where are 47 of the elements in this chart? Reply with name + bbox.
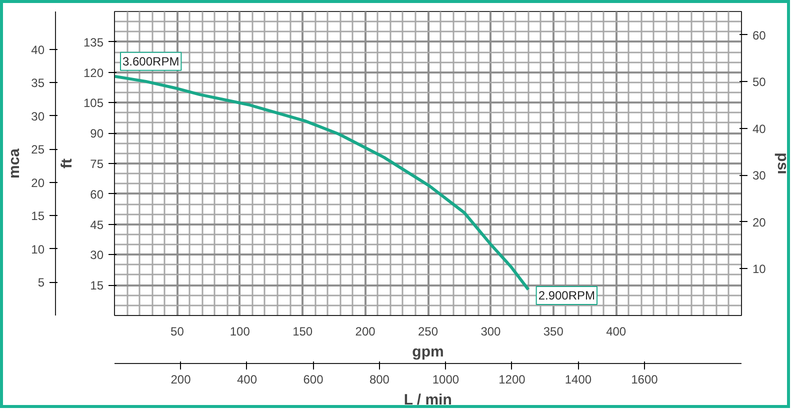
line-series — [114, 74, 530, 292]
y2-tick-label: 25 — [31, 142, 45, 157]
y2-tick-label: 30 — [31, 109, 45, 124]
x-tick-label: 250 — [418, 324, 438, 338]
x-tick-label: 100 — [230, 324, 250, 338]
y2-tick-label: 40 — [31, 42, 45, 57]
y3-tick-label: 10 — [752, 262, 766, 276]
x2-axis-title: L / min — [404, 392, 452, 408]
x2-tick-label: 400 — [236, 372, 258, 386]
y3-axis-title: psi — [774, 152, 791, 174]
y-tick-label: 105 — [83, 96, 104, 110]
annotation: 3.600RPM — [122, 54, 180, 68]
x-tick-label: 50 — [170, 324, 184, 338]
y3-tick-label: 20 — [752, 215, 766, 230]
x2-tick-label: 1400 — [564, 372, 592, 386]
y3-tick-label: 60 — [752, 28, 766, 42]
x2-tick-label: 1000 — [432, 372, 460, 386]
y-axis-title: ft — [58, 158, 76, 168]
x-tick-label: 400 — [606, 324, 626, 338]
y2-tick-label: 35 — [31, 76, 45, 90]
x2-tick-label: 600 — [303, 372, 324, 386]
y-tick-label: 45 — [90, 218, 104, 232]
y-tick-label: 75 — [90, 157, 104, 171]
y3-tick-label: 40 — [752, 122, 766, 136]
y3-tick-label: 30 — [752, 168, 766, 183]
annotation: 2.900RPM — [538, 288, 596, 303]
y2-tick-label: 15 — [31, 209, 45, 224]
x-tick-label: 300 — [480, 324, 502, 338]
x2-tick-label: 1600 — [631, 372, 658, 386]
y2-tick-label: 5 — [38, 276, 45, 290]
y-tick-label: 135 — [83, 35, 104, 50]
y-tick-label: 30 — [90, 248, 104, 262]
x-tick-label: 350 — [543, 324, 564, 338]
x-tick-label: 150 — [292, 324, 313, 338]
x2-tick-label: 800 — [369, 372, 390, 386]
y-tick-label: 90 — [90, 126, 104, 141]
y2-axis-title: mca — [6, 148, 24, 179]
y-tick-label: 15 — [90, 278, 104, 293]
y3-tick-label: 50 — [752, 75, 766, 90]
y2-tick-label: 20 — [31, 176, 45, 190]
x-axis-title: gpm — [412, 344, 444, 360]
x2-tick-label: 1200 — [498, 372, 526, 386]
x2-tick-label: 200 — [170, 372, 192, 386]
y2-tick-label: 10 — [31, 242, 45, 256]
y-tick-label: 60 — [90, 187, 104, 202]
y-tick-label: 120 — [83, 66, 104, 80]
x-tick-label: 200 — [355, 324, 376, 338]
